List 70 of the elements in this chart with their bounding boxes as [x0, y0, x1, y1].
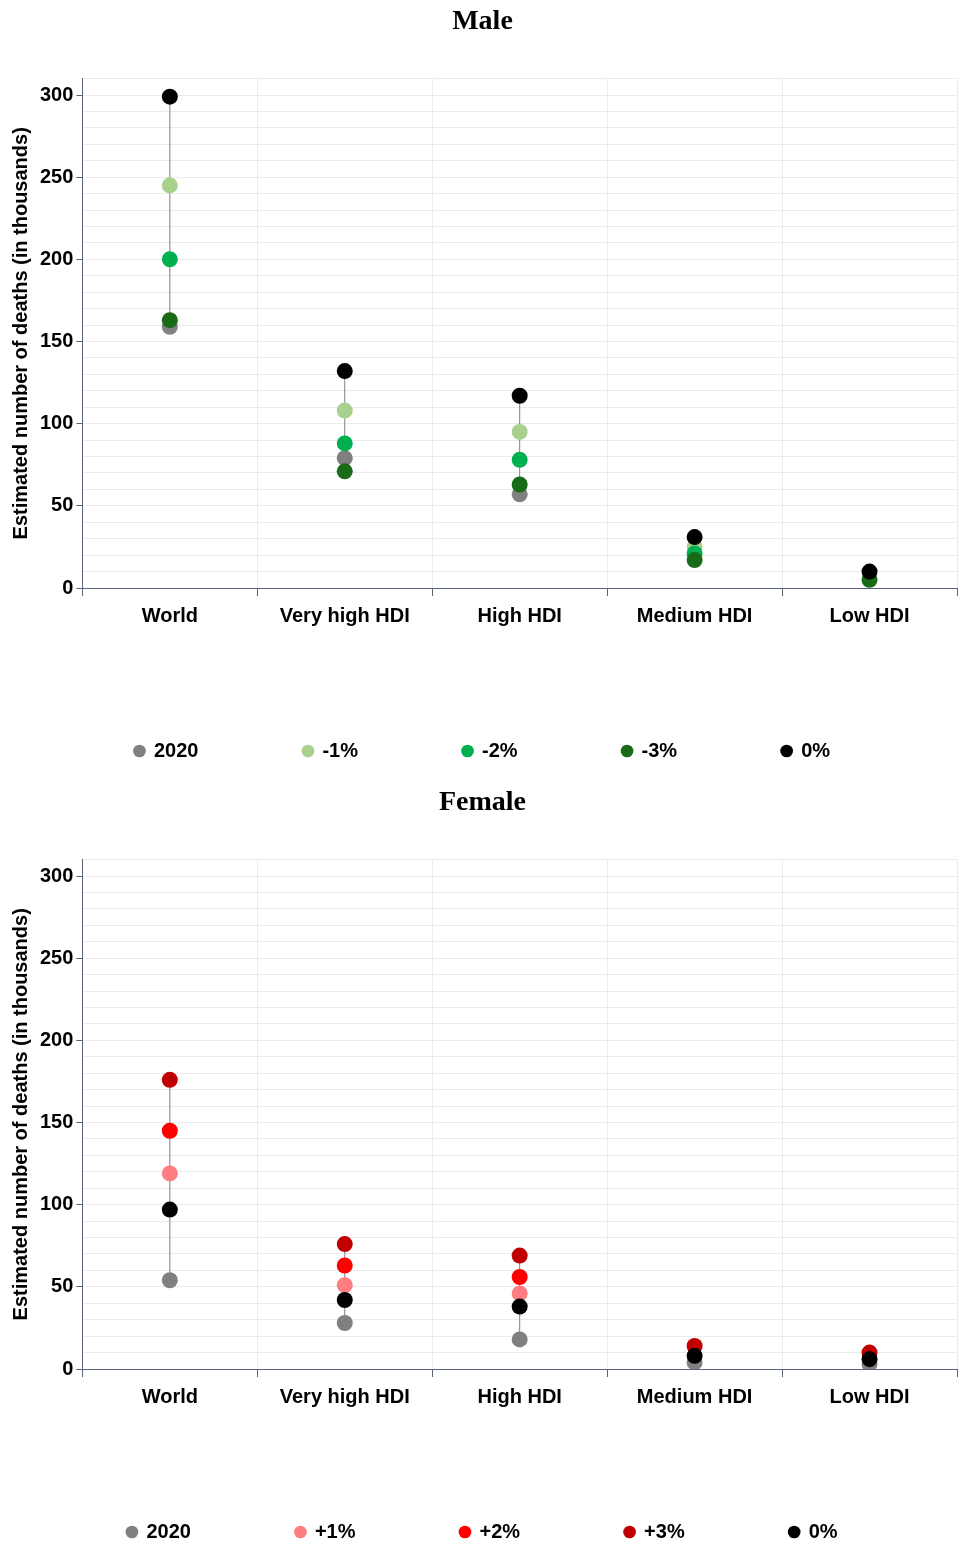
y-axis-title: Estimated number of deaths (in thousands)	[8, 908, 31, 1321]
point	[161, 1272, 178, 1289]
y-tick-label: 100	[39, 411, 74, 434]
point	[336, 402, 353, 419]
legend-label: 0%	[801, 738, 831, 761]
y-tick-label: 50	[51, 1274, 74, 1297]
legend-label: +2%	[479, 1519, 521, 1542]
y-axis-title: Estimated number of deaths (in thousands)	[8, 127, 31, 540]
point	[161, 1201, 178, 1218]
point	[511, 1298, 528, 1315]
point	[336, 363, 353, 380]
y-tick-label: 50	[51, 493, 74, 516]
y-tick-label: 200	[39, 1027, 74, 1050]
point	[161, 88, 178, 105]
legend-label: 2020	[146, 1519, 191, 1542]
y-tick-label: 250	[39, 945, 74, 968]
point	[686, 552, 703, 569]
x-tick-label: High HDI	[477, 603, 562, 626]
legend-label: 0%	[808, 1519, 838, 1542]
legend-label: -2%	[482, 738, 518, 761]
point	[511, 1331, 528, 1348]
point	[336, 1277, 353, 1294]
x-tick-label: World	[141, 1384, 198, 1407]
x-tick-label: Low HDI	[829, 1384, 910, 1407]
x-tick-label: Medium HDI	[636, 1384, 753, 1407]
point	[511, 451, 528, 468]
point	[336, 1314, 353, 1331]
point	[686, 529, 703, 546]
point	[336, 463, 353, 480]
point	[511, 387, 528, 404]
chart-title: Male	[452, 4, 513, 36]
point	[511, 1247, 528, 1264]
point	[511, 423, 528, 440]
legend-label: +1%	[314, 1519, 356, 1542]
point	[161, 251, 178, 268]
point	[161, 1165, 178, 1182]
point	[861, 563, 878, 580]
y-tick-label: 0	[62, 575, 74, 598]
y-tick-label: 200	[39, 246, 74, 269]
point	[336, 1236, 353, 1253]
point	[511, 1285, 528, 1302]
x-tick-label: Very high HDI	[279, 1384, 410, 1407]
y-tick-label: 100	[39, 1192, 74, 1215]
point	[686, 1347, 703, 1364]
point	[511, 1268, 528, 1285]
y-tick-label: 300	[39, 863, 74, 886]
point	[161, 177, 178, 194]
point	[161, 312, 178, 329]
y-tick-label: 0	[62, 1356, 74, 1379]
x-tick-label: Very high HDI	[279, 603, 410, 626]
point	[161, 1071, 178, 1088]
point	[336, 1291, 353, 1308]
point	[861, 1351, 878, 1368]
legend-label: +3%	[644, 1519, 685, 1542]
x-tick-label: High HDI	[477, 1384, 562, 1407]
point	[336, 435, 353, 452]
y-tick-label: 150	[39, 1110, 74, 1133]
legend-label: -1%	[322, 738, 359, 761]
y-tick-label: 150	[39, 329, 74, 352]
x-tick-label: World	[141, 603, 198, 626]
x-tick-label: Low HDI	[829, 603, 910, 626]
legend-label: -3%	[641, 738, 678, 761]
y-tick-label: 300	[39, 82, 74, 105]
point	[161, 1122, 178, 1139]
x-tick-label: Medium HDI	[636, 603, 753, 626]
point	[511, 476, 528, 493]
y-tick-label: 250	[39, 164, 74, 187]
legend-label: 2020	[153, 738, 199, 761]
chart-title: Female	[438, 785, 527, 817]
point	[336, 1257, 353, 1274]
